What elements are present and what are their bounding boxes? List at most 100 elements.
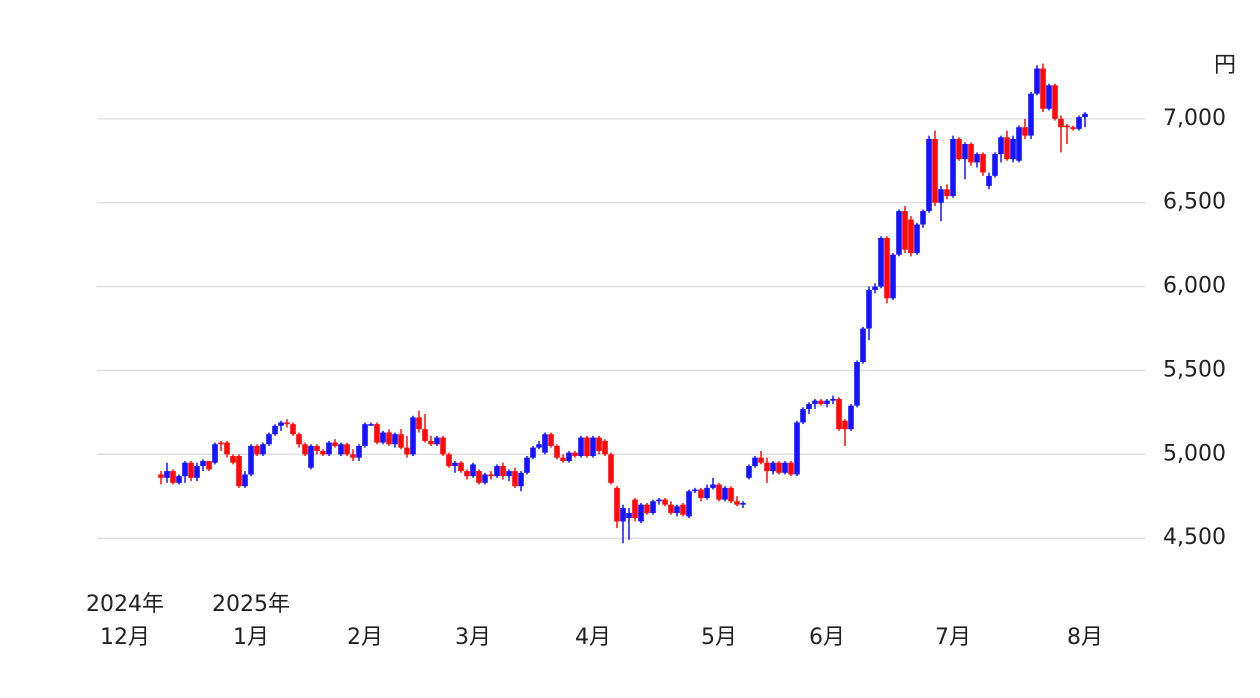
candle-body: [746, 466, 752, 478]
candle-body: [224, 442, 230, 455]
candle-body: [698, 489, 704, 498]
candle-body: [842, 420, 848, 430]
candle-body: [308, 445, 314, 468]
candle-body: [548, 434, 554, 446]
candle-body: [458, 462, 464, 472]
x-tick-label: 2025年 1月: [212, 592, 290, 650]
candle-body: [512, 471, 518, 487]
candle-body: [392, 434, 398, 445]
candle-body: [866, 289, 872, 329]
candle-body: [710, 484, 716, 488]
candle-body: [440, 437, 446, 455]
candle-body: [272, 425, 278, 435]
candle-body: [1016, 127, 1022, 161]
candle-body: [896, 211, 902, 255]
candle-body: [818, 400, 824, 404]
candle-body: [368, 424, 374, 426]
candle-body: [722, 487, 728, 500]
candle-body: [626, 513, 632, 519]
candle-body: [1004, 137, 1010, 160]
candle-body: [986, 175, 992, 186]
candle-body: [902, 211, 908, 250]
candle-body: [656, 499, 662, 502]
candle-body: [884, 237, 890, 299]
candle-body: [1082, 113, 1088, 118]
candle-body: [878, 237, 884, 287]
candle-body: [692, 489, 698, 492]
candle-body: [830, 398, 836, 401]
y-tick-label: 6,500: [1163, 190, 1226, 215]
candle-body: [770, 462, 776, 472]
candle-body: [782, 462, 788, 473]
candle-body: [872, 286, 878, 290]
candle-body: [422, 429, 428, 441]
candle-body: [938, 189, 944, 203]
x-tick-label: 2月: [347, 625, 383, 650]
candle-body: [980, 154, 986, 173]
candle-body: [788, 462, 794, 475]
candle-body: [854, 362, 860, 406]
candle-body: [1010, 138, 1016, 160]
candle-body: [470, 464, 476, 477]
candle-body: [464, 471, 470, 477]
candle-body: [566, 452, 572, 462]
candle-body: [230, 456, 236, 463]
candle-body: [620, 508, 626, 522]
y-tick-label: 7,000: [1163, 106, 1226, 131]
candle-body: [524, 457, 530, 473]
candle-body: [242, 474, 248, 487]
candle-body: [212, 444, 218, 463]
candle-body: [188, 462, 194, 478]
candle-body: [164, 471, 170, 478]
candle-body: [356, 445, 362, 458]
candle-body: [860, 328, 866, 363]
candle-body: [614, 487, 620, 522]
candle-body: [740, 502, 746, 505]
candle-body: [350, 454, 356, 458]
candle-body: [554, 445, 560, 458]
candle-body: [992, 154, 998, 176]
candle-body: [416, 417, 422, 430]
candle-body: [542, 434, 548, 453]
candle-body: [638, 504, 644, 522]
candle-body: [812, 400, 818, 404]
candle-body: [284, 422, 290, 425]
candle-body: [380, 432, 386, 443]
candle-body: [290, 424, 296, 435]
candle-body: [236, 456, 242, 487]
candle-body: [530, 447, 536, 458]
candle-body: [494, 466, 500, 477]
candle-body: [1064, 125, 1070, 128]
candle-body: [572, 452, 578, 456]
candle-body: [956, 138, 962, 160]
candle-body: [926, 138, 932, 212]
candle-body: [920, 211, 926, 225]
candle-body: [266, 434, 272, 445]
candle-body: [650, 501, 656, 514]
candle-body: [596, 437, 602, 451]
candle-body: [836, 398, 842, 430]
candle-body: [404, 447, 410, 455]
candle-body: [806, 404, 812, 410]
candle-body: [1034, 68, 1040, 94]
candle-body: [776, 462, 782, 473]
candle-body: [608, 454, 614, 483]
x-tick-label: 6月: [809, 625, 845, 650]
candle-body: [482, 474, 488, 483]
candle-body: [950, 138, 956, 196]
candle-body: [752, 457, 758, 467]
candle-body: [728, 487, 734, 502]
candle-body: [260, 444, 266, 455]
candle-body: [158, 474, 164, 478]
candle-body: [944, 189, 950, 196]
candle-body: [932, 138, 938, 203]
candle-body: [182, 462, 188, 477]
candle-body: [320, 450, 326, 455]
unit-label: 円: [1214, 53, 1236, 78]
candle-body: [644, 504, 650, 514]
candle-body: [500, 466, 506, 477]
x-tick-label: 3月: [455, 625, 491, 650]
candle-body: [1028, 93, 1034, 136]
candle-body: [1058, 118, 1064, 128]
